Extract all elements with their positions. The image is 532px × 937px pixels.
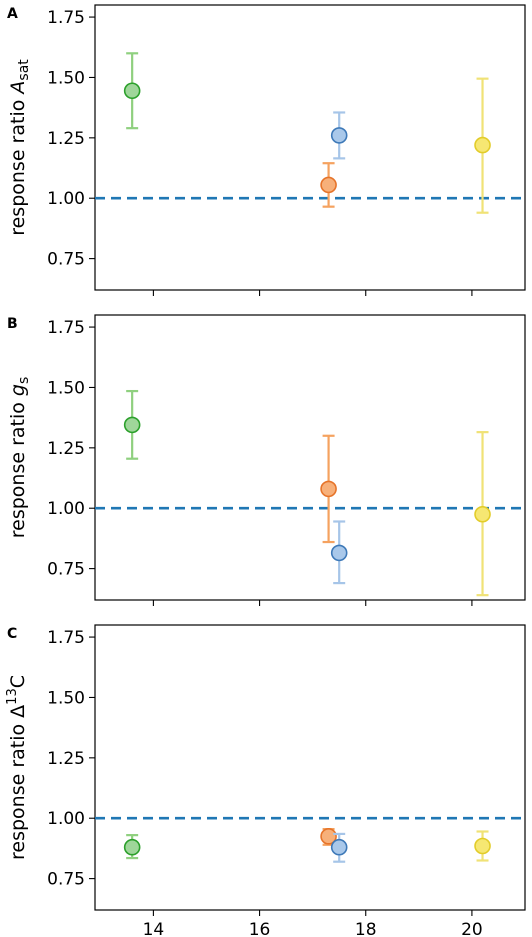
- y-tick-label: 1.00: [47, 189, 85, 209]
- y-tick-label: 0.75: [47, 870, 85, 890]
- y-tick-label: 1.75: [47, 318, 85, 338]
- data-point: [320, 480, 337, 498]
- data-point: [474, 837, 491, 855]
- data-point: [330, 838, 348, 856]
- y-tick-label: 1.25: [47, 749, 85, 769]
- data-point: [474, 505, 491, 523]
- panel-c: C 0.75 1.00 1.25 1.50 1.75 14 16 18 20 response ra…: [5, 624, 526, 937]
- panel-b: B 0.75 1.00 1.25 1.50 1.75 response ratio gs: [7, 314, 526, 606]
- axes-frame: [94, 314, 526, 601]
- panel-label: B: [7, 316, 18, 332]
- x-tick-label: 14: [143, 920, 165, 937]
- data-point: [320, 176, 337, 194]
- x-tick-label: 16: [249, 920, 271, 937]
- panel-label: C: [7, 626, 17, 642]
- panel-a: A 0.75 1.00 1.25 1.50 1.75 response ratio Asat: [7, 4, 526, 296]
- x-tick-label: 20: [461, 920, 483, 937]
- y-tick-label: 1.75: [47, 628, 85, 648]
- y-tick-label: 1.25: [47, 439, 85, 459]
- y-tick-label: 1.50: [47, 68, 85, 88]
- x-tick-label: 18: [355, 920, 377, 937]
- y-axis-label: response ratio Δ13C: [5, 675, 29, 860]
- axes-frame: [94, 624, 526, 911]
- axes-frame: [94, 4, 526, 291]
- y-tick-label: 1.00: [47, 809, 85, 829]
- y-tick-label: 1.00: [47, 499, 85, 519]
- data-point: [123, 838, 141, 856]
- data-point: [330, 544, 348, 562]
- y-tick-label: 1.50: [47, 688, 85, 708]
- data-point: [474, 136, 491, 154]
- panel-label: A: [7, 6, 18, 22]
- y-tick-label: 0.75: [47, 250, 85, 270]
- data-point: [320, 828, 337, 845]
- data-point: [330, 127, 348, 144]
- y-tick-label: 1.25: [47, 129, 85, 149]
- y-tick-label: 0.75: [47, 560, 85, 580]
- y-tick-label: 1.50: [47, 378, 85, 398]
- y-axis-label: response ratio Asat: [7, 59, 32, 236]
- data-point: [123, 416, 141, 434]
- y-tick-label: 1.75: [47, 8, 85, 28]
- data-point: [123, 82, 141, 100]
- y-axis-label: response ratio gs: [7, 377, 32, 539]
